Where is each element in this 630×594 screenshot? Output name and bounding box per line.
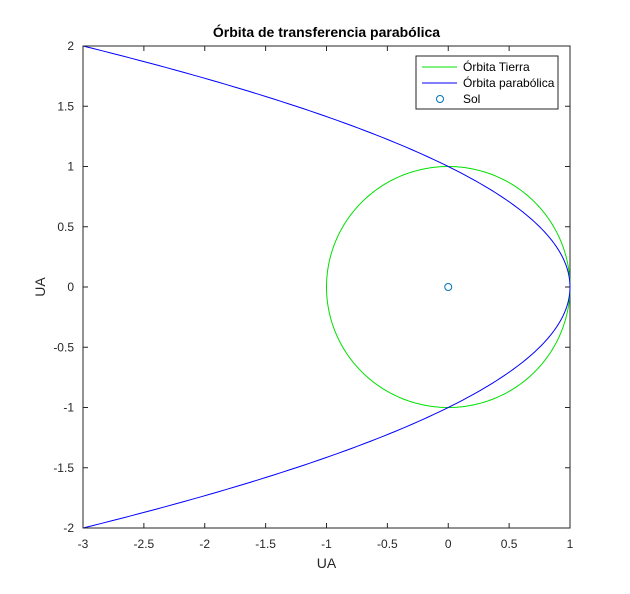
- y-tick-label: 2: [67, 39, 74, 53]
- x-ticks: -3 -2.5 -2 -1.5 -1 -0.5 0 0.5 1: [78, 46, 574, 551]
- chart-title: Órbita de transferencia parabólica: [213, 23, 440, 40]
- series-earth-orbit-line: [325, 165, 571, 409]
- y-tick-label: 1: [67, 160, 74, 174]
- legend-entry-label: Órbita parabólica: [463, 75, 555, 90]
- y-tick-label: -2: [63, 521, 74, 535]
- y-axis-label: UA: [32, 277, 48, 297]
- y-tick-label: -1.5: [53, 461, 74, 475]
- legend-swatch-marker: [436, 95, 444, 103]
- x-tick-label: 0: [445, 537, 452, 551]
- y-tick-label: 1.5: [57, 99, 74, 113]
- series-sun-marker: [444, 283, 453, 291]
- x-tick-label: -1: [321, 537, 332, 551]
- y-tick-label: -0.5: [53, 340, 74, 354]
- y-tick-label: -1: [63, 401, 74, 415]
- x-tick-label: -0.5: [377, 537, 398, 551]
- y-tick-label: 0.5: [57, 220, 74, 234]
- x-tick-label: -2: [199, 537, 210, 551]
- legend-entry-label: Órbita Tierra: [463, 59, 530, 74]
- x-tick-label: 1: [567, 537, 574, 551]
- x-tick-label: 0.5: [501, 537, 518, 551]
- x-tick-label: -3: [78, 537, 89, 551]
- y-tick-label: 0: [67, 280, 74, 294]
- x-tick-label: -2.5: [134, 537, 155, 551]
- legend-entry-label: Sol: [463, 92, 480, 106]
- x-tick-label: -1.5: [255, 537, 276, 551]
- y-ticks: -2 -1.5 -1 -0.5 0 0.5 1 1.5 2: [53, 39, 570, 535]
- x-axis-label: UA: [317, 555, 337, 571]
